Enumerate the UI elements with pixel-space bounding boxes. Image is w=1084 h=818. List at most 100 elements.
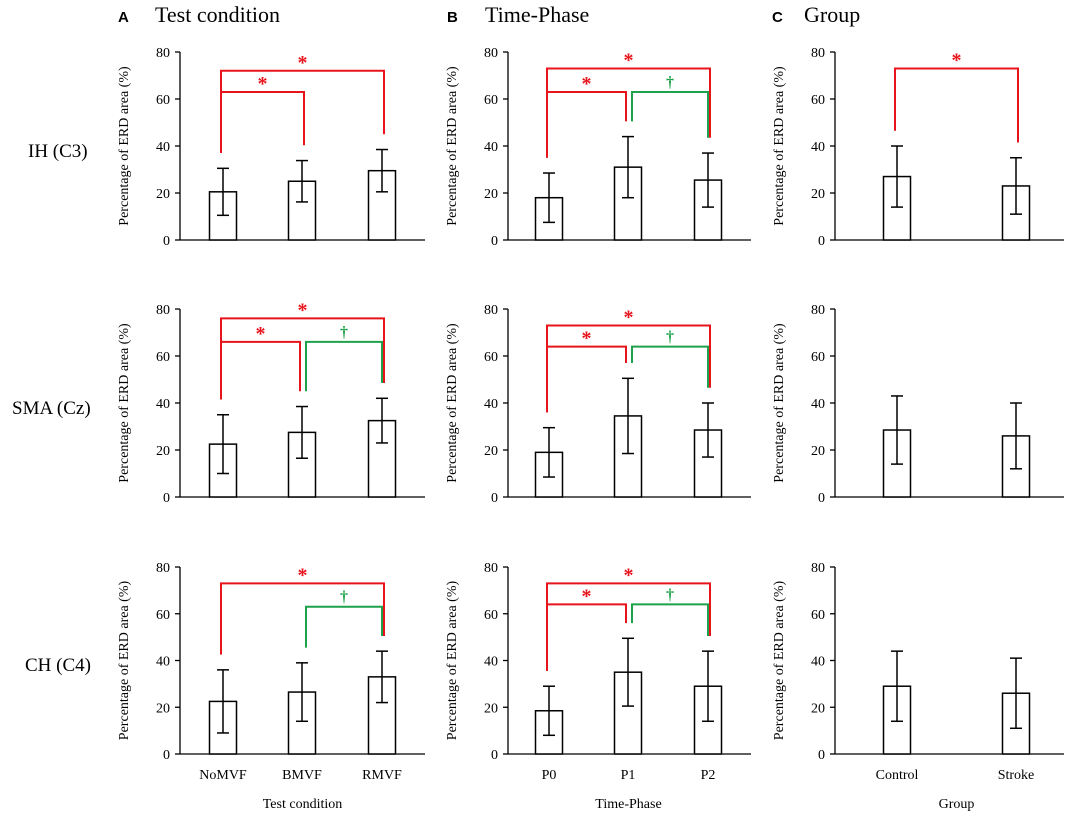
x-category-b3-p1: P1 bbox=[621, 768, 636, 783]
y-tick-label-c1-40: 40 bbox=[811, 140, 825, 155]
significance-mark-a1-0: * bbox=[298, 52, 308, 74]
y-tick-label-c1-0: 0 bbox=[818, 234, 825, 249]
significance-mark-a2-1: * bbox=[256, 323, 266, 345]
trend-bracket-b2-2 bbox=[631, 345, 709, 388]
y-tick-label-b3-20: 20 bbox=[484, 701, 498, 716]
y-axis-label-c2: Percentage of ERD area (%) bbox=[772, 323, 787, 483]
significance-mark-b2-1: * bbox=[582, 328, 592, 350]
y-axis-label-a1: Percentage of ERD area (%) bbox=[117, 66, 132, 226]
row-label-ih-c3: IH (C3) bbox=[28, 141, 88, 162]
y-tick-label-a2-40: 40 bbox=[156, 397, 170, 412]
x-category-a3-nomvf: NoMVF bbox=[199, 768, 247, 783]
y-tick-label-b3-60: 60 bbox=[484, 608, 498, 623]
significance-bracket-a2-0 bbox=[220, 317, 385, 400]
significance-bracket-a3-0 bbox=[220, 582, 385, 655]
x-category-b3-p0: P0 bbox=[542, 768, 557, 783]
y-tick-label-a1-20: 20 bbox=[156, 187, 170, 202]
significance-mark-a3-0: * bbox=[298, 564, 308, 586]
x-category-c3-control: Control bbox=[876, 768, 919, 783]
y-axis-label-b2: Percentage of ERD area (%) bbox=[445, 323, 460, 483]
panel-letter-c: C bbox=[772, 9, 783, 26]
y-tick-label-a1-40: 40 bbox=[156, 140, 170, 155]
significance-mark-c1-0: * bbox=[952, 49, 962, 71]
y-tick-label-a2-60: 60 bbox=[156, 350, 170, 365]
y-axis-label-a2: Percentage of ERD area (%) bbox=[117, 323, 132, 483]
y-axis-label-c3: Percentage of ERD area (%) bbox=[772, 580, 787, 740]
y-tick-label-b3-40: 40 bbox=[484, 655, 498, 670]
panel-letter-b: B bbox=[447, 9, 458, 26]
significance-mark-b3-0: * bbox=[624, 564, 634, 586]
trend-bracket-a3-1 bbox=[305, 605, 383, 648]
y-tick-label-b2-20: 20 bbox=[484, 444, 498, 459]
y-tick-label-c3-20: 20 bbox=[811, 701, 825, 716]
trend-mark-b3-2: † bbox=[666, 586, 674, 603]
y-tick-label-a3-80: 80 bbox=[156, 561, 170, 576]
x-category-b3-p2: P2 bbox=[701, 768, 716, 783]
y-tick-label-c1-80: 80 bbox=[811, 46, 825, 61]
y-tick-label-c3-40: 40 bbox=[811, 655, 825, 670]
significance-bracket-a1-1 bbox=[220, 90, 305, 154]
y-tick-label-c2-80: 80 bbox=[811, 303, 825, 318]
y-tick-label-b1-80: 80 bbox=[484, 46, 498, 61]
significance-mark-b1-1: * bbox=[582, 73, 592, 95]
trend-mark-b2-2: † bbox=[666, 329, 674, 346]
significance-mark-a1-1: * bbox=[258, 73, 268, 95]
y-tick-label-b1-0: 0 bbox=[491, 234, 498, 249]
y-tick-label-a3-60: 60 bbox=[156, 608, 170, 623]
row-label-ch-c4: CH (C4) bbox=[25, 655, 91, 676]
y-tick-label-c2-0: 0 bbox=[818, 491, 825, 506]
significance-bracket-b2-1 bbox=[546, 345, 627, 413]
row-label-sma-cz: SMA (Cz) bbox=[12, 398, 91, 419]
x-axis-label-a3: Test condition bbox=[263, 797, 343, 812]
y-tick-label-c3-60: 60 bbox=[811, 608, 825, 623]
y-tick-label-a1-80: 80 bbox=[156, 46, 170, 61]
panel-letter-a: A bbox=[118, 9, 129, 26]
x-axis-label-c3: Group bbox=[939, 797, 975, 812]
y-tick-label-c2-60: 60 bbox=[811, 350, 825, 365]
y-tick-label-a3-40: 40 bbox=[156, 655, 170, 670]
y-tick-label-b3-0: 0 bbox=[491, 748, 498, 763]
y-tick-label-b1-20: 20 bbox=[484, 187, 498, 202]
significance-mark-b3-1: * bbox=[582, 585, 592, 607]
y-tick-label-b1-40: 40 bbox=[484, 140, 498, 155]
y-tick-label-a2-80: 80 bbox=[156, 303, 170, 318]
y-tick-label-c3-80: 80 bbox=[811, 561, 825, 576]
y-axis-label-b3: Percentage of ERD area (%) bbox=[445, 580, 460, 740]
significance-bracket-a1-0 bbox=[220, 69, 385, 154]
trend-bracket-b1-2 bbox=[631, 90, 709, 138]
y-tick-label-b1-60: 60 bbox=[484, 93, 498, 108]
significance-mark-b1-0: * bbox=[624, 49, 634, 71]
significance-bracket-a2-1 bbox=[220, 340, 301, 400]
y-tick-label-b2-0: 0 bbox=[491, 491, 498, 506]
y-tick-label-a3-20: 20 bbox=[156, 701, 170, 716]
significance-bracket-c1-0 bbox=[894, 67, 1019, 143]
trend-bracket-a2-2 bbox=[305, 340, 383, 392]
x-category-a3-rmvf: RMVF bbox=[362, 768, 402, 783]
y-tick-label-a3-0: 0 bbox=[163, 748, 170, 763]
trend-mark-a3-1: † bbox=[340, 589, 348, 606]
trend-mark-a2-2: † bbox=[340, 324, 348, 341]
y-tick-label-a2-20: 20 bbox=[156, 444, 170, 459]
y-tick-label-b2-40: 40 bbox=[484, 397, 498, 412]
panel-title-group: Group bbox=[804, 2, 860, 27]
x-axis-label-b3: Time-Phase bbox=[595, 797, 661, 812]
y-tick-label-b2-60: 60 bbox=[484, 350, 498, 365]
y-tick-label-a2-0: 0 bbox=[163, 491, 170, 506]
y-tick-label-c3-0: 0 bbox=[818, 748, 825, 763]
y-tick-label-b2-80: 80 bbox=[484, 303, 498, 318]
trend-bracket-b3-2 bbox=[631, 603, 709, 636]
x-category-c3-stroke: Stroke bbox=[998, 768, 1035, 783]
y-axis-label-a3: Percentage of ERD area (%) bbox=[117, 580, 132, 740]
significance-mark-a2-0: * bbox=[298, 299, 308, 321]
y-tick-label-c1-20: 20 bbox=[811, 187, 825, 202]
y-tick-label-c2-40: 40 bbox=[811, 397, 825, 412]
x-category-a3-bmvf: BMVF bbox=[282, 768, 322, 783]
significance-bracket-b1-1 bbox=[546, 90, 627, 158]
panel-title-time-phase: Time-Phase bbox=[485, 2, 589, 27]
y-tick-label-a1-0: 0 bbox=[163, 234, 170, 249]
y-tick-label-a1-60: 60 bbox=[156, 93, 170, 108]
significance-bracket-b3-1 bbox=[546, 603, 627, 672]
bar-a3-bmvf bbox=[287, 691, 317, 755]
panel-title-test-condition: Test condition bbox=[155, 2, 280, 27]
